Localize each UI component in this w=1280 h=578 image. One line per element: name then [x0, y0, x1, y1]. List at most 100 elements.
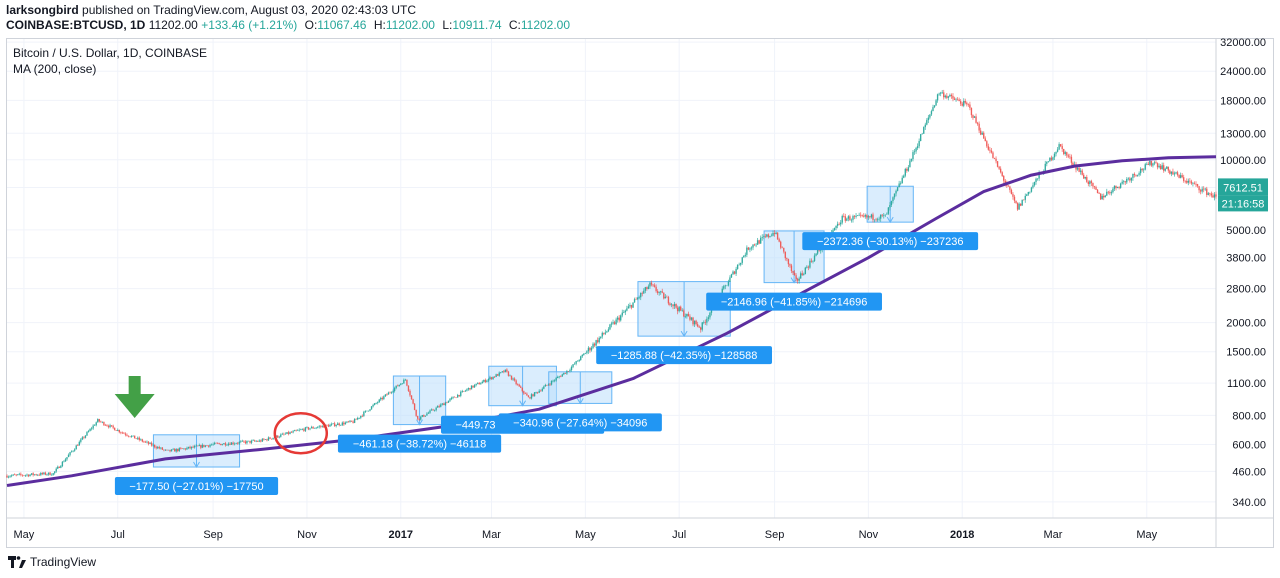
candle-body	[100, 421, 102, 423]
candle-body	[92, 425, 94, 429]
candle-body	[916, 146, 919, 149]
candle-body	[149, 442, 151, 444]
candle-body	[1164, 168, 1166, 171]
candle-body	[124, 433, 127, 435]
candle-body	[27, 474, 30, 477]
candle-body	[1207, 193, 1210, 195]
x-tick-label: May	[14, 529, 35, 541]
candle-body	[523, 391, 525, 394]
candle-body	[978, 123, 980, 131]
candle-body	[1090, 181, 1093, 184]
candle-body	[453, 396, 456, 398]
candle-body	[438, 406, 440, 407]
candle-body	[1215, 194, 1217, 197]
candle-body	[795, 275, 797, 279]
candle-body	[987, 146, 990, 150]
candle-body	[1107, 191, 1110, 193]
candle-body	[409, 390, 411, 396]
candle-body	[281, 433, 284, 435]
candle-body	[475, 383, 477, 386]
candle-body	[260, 440, 262, 442]
candle-body	[855, 215, 857, 217]
candle-body	[493, 376, 496, 378]
candle-body	[1141, 168, 1143, 171]
candle-body	[835, 225, 837, 229]
candle-body	[323, 425, 325, 428]
candle-body	[466, 389, 468, 391]
candle-body	[1189, 180, 1191, 182]
candle-body	[981, 132, 983, 135]
candle-body	[612, 322, 614, 324]
drawdown-label-1: −461.18 (−38.72%) −46118	[353, 439, 486, 451]
last-price-badge	[1218, 178, 1268, 196]
candle-body	[503, 371, 505, 373]
drawdown-label-5: −2146.96 (−41.85%) −214696	[721, 297, 868, 309]
candle-body	[133, 435, 136, 439]
candle-body	[443, 403, 445, 406]
candle-body	[312, 427, 314, 429]
candle-body	[80, 439, 82, 442]
candle-body	[560, 376, 562, 378]
candle-body	[289, 432, 291, 434]
candle-body	[670, 304, 673, 305]
publisher-name: larksongbird	[6, 3, 79, 17]
candle-body	[1199, 190, 1202, 192]
candle-body	[598, 337, 600, 343]
candle-body	[237, 443, 239, 444]
candle-body	[969, 104, 971, 108]
y-tick-label: 800.00	[1232, 410, 1266, 422]
candle-body	[49, 472, 51, 476]
candle-body	[770, 235, 773, 237]
candle-body	[561, 374, 563, 377]
candle-body	[849, 216, 851, 221]
candle-body	[618, 317, 620, 321]
candle-body	[297, 430, 299, 431]
candle-body	[1030, 187, 1033, 192]
candle-body	[841, 215, 843, 223]
candle-body	[738, 264, 740, 266]
candle-body	[1156, 163, 1159, 168]
candle-body	[581, 354, 583, 357]
candle-body	[606, 331, 608, 333]
candle-body	[843, 215, 845, 217]
candle-body	[326, 424, 328, 426]
candle-body	[520, 386, 522, 388]
candle-body	[38, 474, 41, 476]
candle-body	[264, 439, 267, 440]
candle-body	[390, 392, 393, 393]
candle-body	[1181, 175, 1183, 178]
candle-body	[536, 392, 539, 393]
candle-body	[990, 150, 993, 153]
candle-body	[758, 240, 760, 244]
candle-body	[663, 292, 665, 299]
candle-body	[83, 437, 85, 438]
candle-body	[121, 432, 124, 434]
candle-body	[430, 409, 433, 411]
candle-body	[620, 315, 622, 321]
candle-body	[123, 432, 125, 434]
candle-body	[961, 103, 963, 106]
candle-body	[429, 410, 431, 413]
candle-body	[333, 423, 336, 427]
candle-body	[959, 101, 962, 104]
candle-body	[70, 451, 73, 453]
candle-body	[298, 429, 300, 431]
candle-body	[1036, 178, 1039, 180]
candle-body	[950, 94, 953, 97]
candle-body	[1113, 185, 1116, 189]
candle-body	[307, 427, 310, 430]
candle-body	[184, 448, 187, 450]
drawdown-label-0: −177.50 (−27.01%) −17750	[129, 481, 263, 493]
candle-body	[58, 466, 60, 468]
candle-body	[595, 340, 597, 346]
candle-body	[249, 440, 251, 443]
candle-body	[1019, 203, 1022, 206]
candle-body	[361, 415, 364, 417]
drawdown-label-bg-1	[337, 434, 502, 453]
candle-body	[624, 310, 627, 313]
candle-body	[86, 432, 88, 436]
candle-body	[427, 412, 430, 414]
candle-body	[600, 336, 602, 338]
candle-body	[1133, 173, 1136, 176]
